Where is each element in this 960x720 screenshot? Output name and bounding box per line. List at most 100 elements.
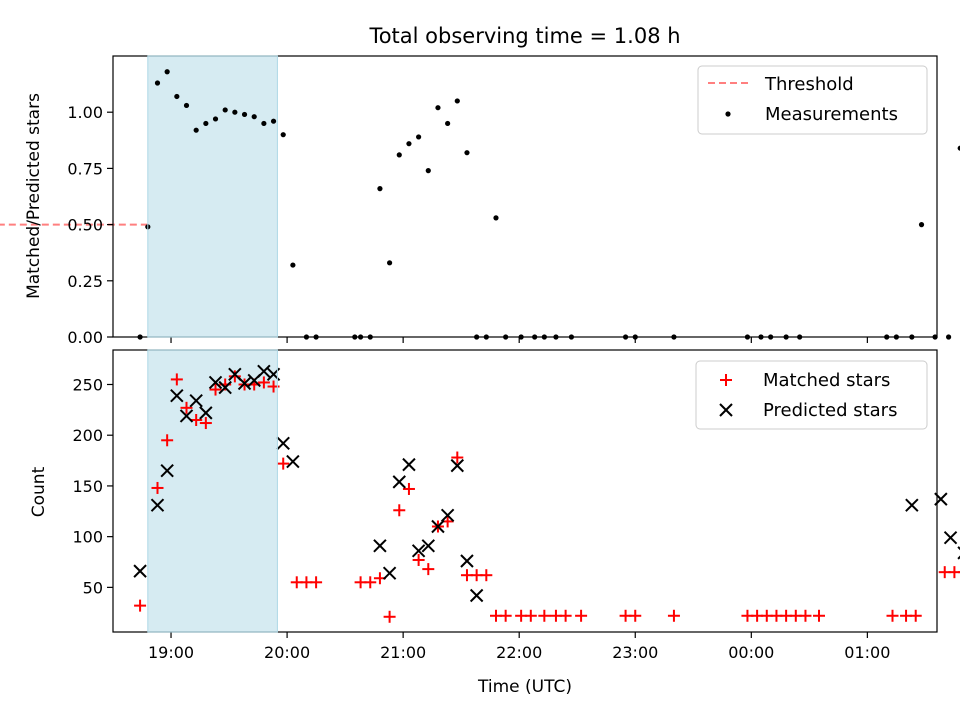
bottom-y-axis-label: Count xyxy=(29,466,49,517)
legend-measurements-swatch xyxy=(725,111,731,117)
predicted-star-point xyxy=(160,464,174,478)
predicted-star-point xyxy=(218,380,232,395)
predicted-star-point xyxy=(943,530,958,545)
x-tick-label: 00:00 xyxy=(728,643,774,662)
matched-star-point xyxy=(209,383,222,396)
measurement-point xyxy=(377,186,383,192)
measurement-point xyxy=(416,134,422,140)
measurement-point xyxy=(261,120,267,127)
bottom-legend-box xyxy=(695,360,928,430)
x-tick-label: 21:00 xyxy=(380,643,426,662)
bottom-y-ticks: 50 100 150 200 250 xyxy=(72,375,113,597)
predicted-star-point xyxy=(257,364,271,379)
measurement-point xyxy=(251,114,257,120)
predicted-star-point xyxy=(276,436,290,451)
measurement-point xyxy=(183,102,190,109)
matched-star-point xyxy=(575,609,588,622)
x-tick-label: 19:00 xyxy=(148,643,194,662)
top-legend: Threshold Measurements xyxy=(697,65,928,135)
measurement-point xyxy=(164,69,170,75)
matched-star-point xyxy=(480,569,493,582)
measurement-point xyxy=(454,98,460,104)
bottom-x-ticks: 19:00 20:00 21:00 22:00 23:00 00:00 01:00 xyxy=(148,632,890,662)
predicted-star-point xyxy=(411,544,426,558)
predicted-star-point xyxy=(286,454,300,469)
measurement-point xyxy=(212,116,219,122)
top-legend-box xyxy=(697,65,928,135)
matched-star-point xyxy=(909,609,922,622)
matched-star-point xyxy=(228,370,241,383)
predicted-star-point xyxy=(460,554,474,568)
predicted-star-point xyxy=(208,375,223,390)
highlight-edge xyxy=(147,349,278,633)
highlight-edge xyxy=(147,55,278,338)
matched-star-point xyxy=(180,401,193,414)
matched-star-point xyxy=(667,609,680,622)
top-y-ticks: 0.00 0.25 0.50 0.75 1.00 xyxy=(67,103,113,347)
y-tick-label: 0.75 xyxy=(67,159,103,178)
measurement-point xyxy=(387,260,393,266)
predicted-star-point xyxy=(179,409,194,423)
matched-star-point xyxy=(257,376,270,389)
predicted-star-point xyxy=(905,498,919,512)
predicted-star-point xyxy=(373,539,387,553)
y-tick-label: 100 xyxy=(72,528,103,547)
bottom-axes-frame xyxy=(112,349,938,633)
matched-star-point xyxy=(151,481,164,494)
predicted-star-point xyxy=(189,394,203,408)
legend-predicted-swatch xyxy=(719,403,733,417)
predicted-star-point xyxy=(431,519,445,534)
predicted-star-point xyxy=(133,564,147,578)
predicted-star-point xyxy=(150,498,165,512)
measurement-point xyxy=(174,93,180,100)
predicted-star-point xyxy=(440,508,455,523)
measurement-point xyxy=(241,111,248,118)
top-y-axis-label: Matched/Predicted stars xyxy=(24,93,44,299)
measurement-point xyxy=(957,145,960,151)
matched-star-point xyxy=(199,417,212,430)
predicted-star-point xyxy=(170,388,184,403)
measurement-point xyxy=(396,152,402,158)
matched-star-point xyxy=(629,609,642,622)
measurement-point xyxy=(280,132,286,138)
x-tick-label: 22:00 xyxy=(496,643,542,662)
y-tick-label: 50 xyxy=(83,578,103,597)
predicted-star-point xyxy=(237,376,252,391)
matched-star-point xyxy=(402,482,415,495)
y-tick-label: 0.25 xyxy=(67,272,103,291)
bottom-legend: Matched stars Predicted stars xyxy=(695,360,928,430)
legend-predicted-label: Predicted stars xyxy=(763,400,897,421)
measurement-point xyxy=(464,150,470,156)
y-tick-label: 0.50 xyxy=(67,216,103,235)
legend-matched-label: Matched stars xyxy=(763,370,890,391)
matched-star-point xyxy=(886,609,899,622)
matched-star-point xyxy=(170,373,183,386)
measurement-point xyxy=(154,80,161,86)
matched-star-point xyxy=(310,576,323,589)
matched-star-point xyxy=(524,609,537,622)
measurement-point xyxy=(232,109,238,115)
matched-star-point xyxy=(364,576,377,589)
measurement-point xyxy=(445,120,451,127)
predicted-star-point xyxy=(402,457,416,472)
legend-matched-swatch xyxy=(720,374,732,386)
matched-star-point xyxy=(277,457,290,470)
matched-star-point xyxy=(383,610,396,623)
matched-star-point xyxy=(393,504,406,517)
chart-title: Total observing time = 1.08 h xyxy=(368,24,680,48)
top-panel: 0.00 0.25 0.50 0.75 1.00 Matched/Predicted s… xyxy=(0,55,960,347)
y-tick-label: 250 xyxy=(72,375,103,394)
measurement-point xyxy=(425,168,431,174)
bottom-panel: 50 100 150 200 250 19:00 20:00 21:00 22:00 23:00… xyxy=(29,349,960,697)
matched-star-point xyxy=(422,563,435,576)
bottom-highlight-span xyxy=(147,350,278,632)
matched-star-point xyxy=(559,609,572,622)
top-axes-frame xyxy=(112,55,938,338)
y-tick-label: 0.00 xyxy=(67,328,103,347)
y-tick-label: 1.00 xyxy=(67,103,103,122)
x-tick-label: 01:00 xyxy=(844,643,890,662)
matched-star-point xyxy=(190,413,203,426)
legend-threshold-label: Threshold xyxy=(764,74,854,95)
measurement-point xyxy=(493,215,499,221)
